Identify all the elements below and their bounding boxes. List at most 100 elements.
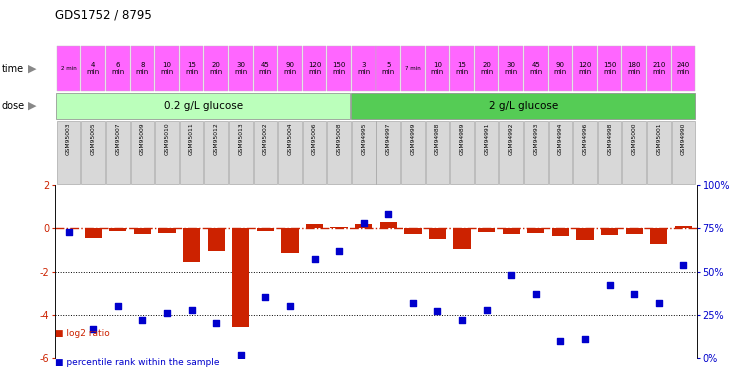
FancyBboxPatch shape	[401, 121, 425, 184]
Bar	[134, 228, 151, 234]
FancyBboxPatch shape	[598, 121, 621, 184]
Bar	[183, 228, 200, 262]
Bar	[503, 228, 520, 234]
FancyBboxPatch shape	[205, 46, 228, 91]
FancyBboxPatch shape	[351, 93, 695, 119]
Point	[629, 291, 641, 297]
Point	[481, 306, 493, 312]
Text: GSM94993: GSM94993	[533, 123, 539, 155]
Bar	[208, 228, 225, 251]
Text: time: time	[1, 63, 24, 74]
Text: GDS1752 / 8795: GDS1752 / 8795	[55, 8, 152, 21]
Point	[284, 303, 296, 309]
FancyBboxPatch shape	[574, 46, 597, 91]
FancyBboxPatch shape	[647, 121, 670, 184]
FancyBboxPatch shape	[106, 46, 129, 91]
FancyBboxPatch shape	[303, 121, 327, 184]
FancyBboxPatch shape	[499, 121, 523, 184]
Bar	[601, 228, 618, 235]
Bar	[355, 224, 372, 228]
Text: 15
min: 15 min	[455, 62, 469, 75]
FancyBboxPatch shape	[327, 121, 351, 184]
Text: GSM95005: GSM95005	[91, 123, 96, 155]
FancyBboxPatch shape	[401, 46, 425, 91]
Text: GSM95004: GSM95004	[287, 123, 292, 155]
Bar	[577, 228, 594, 240]
Text: 45
min: 45 min	[529, 62, 542, 75]
FancyBboxPatch shape	[81, 46, 105, 91]
FancyBboxPatch shape	[180, 121, 203, 184]
Point	[653, 300, 665, 306]
Text: 20
min: 20 min	[480, 62, 493, 75]
FancyBboxPatch shape	[205, 121, 228, 184]
Point	[407, 300, 419, 306]
Text: 7 min: 7 min	[405, 66, 421, 71]
FancyBboxPatch shape	[623, 121, 646, 184]
Bar	[109, 228, 126, 231]
Text: GSM95012: GSM95012	[214, 123, 219, 155]
Text: GSM94997: GSM94997	[386, 123, 391, 155]
Text: 20
min: 20 min	[210, 62, 222, 75]
FancyBboxPatch shape	[426, 46, 449, 91]
FancyBboxPatch shape	[574, 121, 597, 184]
Text: GSM95000: GSM95000	[632, 123, 637, 155]
Text: 120
min: 120 min	[578, 62, 591, 75]
FancyBboxPatch shape	[278, 46, 302, 91]
Text: 3
min: 3 min	[357, 62, 371, 75]
Text: 210
min: 210 min	[652, 62, 666, 75]
Point	[210, 320, 222, 326]
Text: GSM94995: GSM94995	[361, 123, 366, 155]
FancyBboxPatch shape	[327, 46, 351, 91]
FancyBboxPatch shape	[672, 121, 696, 184]
Text: GSM94988: GSM94988	[435, 123, 440, 155]
FancyBboxPatch shape	[57, 93, 350, 119]
Text: 120
min: 120 min	[308, 62, 321, 75]
Text: 150
min: 150 min	[603, 62, 616, 75]
Text: 10
min: 10 min	[431, 62, 444, 75]
FancyBboxPatch shape	[548, 121, 572, 184]
FancyBboxPatch shape	[475, 46, 498, 91]
Text: 8
min: 8 min	[135, 62, 149, 75]
Text: 180
min: 180 min	[627, 62, 641, 75]
Text: 150
min: 150 min	[333, 62, 346, 75]
Bar	[281, 228, 298, 253]
FancyBboxPatch shape	[548, 46, 572, 91]
Bar	[85, 228, 102, 238]
FancyBboxPatch shape	[155, 46, 179, 91]
Text: ▶: ▶	[28, 63, 36, 74]
FancyBboxPatch shape	[180, 46, 203, 91]
Text: 2 g/L glucose: 2 g/L glucose	[489, 101, 558, 111]
Point	[603, 282, 615, 288]
FancyBboxPatch shape	[376, 46, 400, 91]
Bar	[257, 228, 274, 231]
FancyBboxPatch shape	[524, 121, 548, 184]
Point	[185, 306, 197, 312]
Text: 45
min: 45 min	[259, 62, 272, 75]
Point	[382, 211, 394, 217]
Text: GSM94999: GSM94999	[411, 123, 415, 155]
Text: GSM94991: GSM94991	[484, 123, 490, 155]
FancyBboxPatch shape	[524, 46, 548, 91]
FancyBboxPatch shape	[155, 121, 179, 184]
Text: 90
min: 90 min	[283, 62, 297, 75]
FancyBboxPatch shape	[672, 46, 696, 91]
FancyBboxPatch shape	[130, 121, 154, 184]
FancyBboxPatch shape	[450, 46, 474, 91]
Point	[260, 294, 272, 300]
FancyBboxPatch shape	[254, 46, 277, 91]
Point	[505, 272, 517, 278]
Point	[456, 317, 468, 323]
Point	[235, 351, 247, 357]
FancyBboxPatch shape	[376, 121, 400, 184]
FancyBboxPatch shape	[81, 121, 105, 184]
Text: 10
min: 10 min	[160, 62, 173, 75]
Bar	[478, 228, 496, 232]
Point	[530, 291, 542, 297]
Text: ▶: ▶	[28, 101, 36, 111]
Text: GSM94994: GSM94994	[558, 123, 563, 155]
FancyBboxPatch shape	[598, 46, 621, 91]
Text: GSM95006: GSM95006	[312, 123, 317, 155]
FancyBboxPatch shape	[303, 46, 327, 91]
Text: GSM95008: GSM95008	[336, 123, 341, 155]
Text: GSM94996: GSM94996	[583, 123, 588, 155]
